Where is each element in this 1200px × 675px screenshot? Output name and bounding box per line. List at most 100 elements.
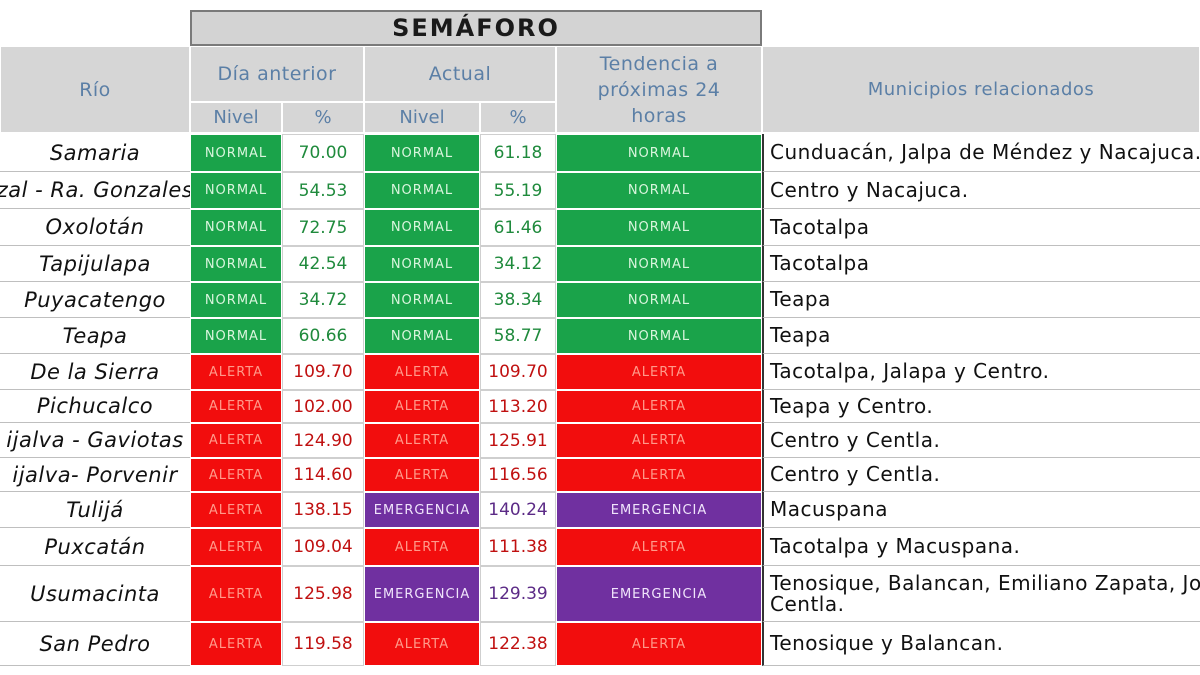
curr-level-badge: NORMAL <box>364 209 480 246</box>
municipios-cell: Centro y Nacajuca. <box>762 172 1200 209</box>
curr-level-badge: ALERTA <box>364 423 480 458</box>
nivel-header-curr: Nivel <box>364 102 480 133</box>
prev-level-badge: NORMAL <box>190 134 282 172</box>
trend-badge: ALERTA <box>556 458 762 492</box>
trend-badge: ALERTA <box>556 622 762 666</box>
river-name: Puxcatán <box>0 528 190 566</box>
river-name: Tulijá <box>0 492 190 528</box>
curr-level-badge: EMERGENCIA <box>364 492 480 528</box>
prev-level-badge: NORMAL <box>190 209 282 246</box>
nivel-header-prev: Nivel <box>190 102 282 133</box>
prev-level-badge: ALERTA <box>190 423 282 458</box>
municipios-cell: Teapa <box>762 318 1200 354</box>
curr-level-badge: ALERTA <box>364 458 480 492</box>
river-name: Teapa <box>0 318 190 354</box>
trend-badge: ALERTA <box>556 528 762 566</box>
curr-level-badge: NORMAL <box>364 134 480 172</box>
municipios-cell: Tenosique, Balancan, Emiliano Zapata, Jo… <box>762 566 1200 622</box>
curr-pct-value: 38.34 <box>480 282 556 318</box>
prev-pct-value: 138.15 <box>282 492 364 528</box>
prev-level-badge: ALERTA <box>190 528 282 566</box>
tendencia-header: Tendencia a próximas 24 horas <box>556 46 762 133</box>
municipios-header: Municipios relacionados <box>762 46 1200 133</box>
river-name: San Pedro <box>0 622 190 666</box>
actual-header: Actual <box>364 46 556 102</box>
pct-header-curr: % <box>480 102 556 133</box>
prev-pct-value: 109.04 <box>282 528 364 566</box>
municipios-cell: Centro y Centla. <box>762 458 1200 492</box>
curr-pct-value: 58.77 <box>480 318 556 354</box>
prev-level-badge: ALERTA <box>190 354 282 390</box>
curr-level-badge: ALERTA <box>364 622 480 666</box>
prev-level-badge: ALERTA <box>190 390 282 423</box>
river-name: zal - Ra. Gonzales <box>0 172 190 209</box>
trend-badge: NORMAL <box>556 318 762 354</box>
trend-badge: ALERTA <box>556 354 762 390</box>
river-name: ijalva - Gaviotas <box>0 423 190 458</box>
curr-level-badge: NORMAL <box>364 246 480 282</box>
river-name: Puyacatengo <box>0 282 190 318</box>
municipios-cell: Tacotalpa, Jalapa y Centro. <box>762 354 1200 390</box>
trend-badge: NORMAL <box>556 134 762 172</box>
prev-pct-value: 60.66 <box>282 318 364 354</box>
prev-level-badge: ALERTA <box>190 566 282 622</box>
municipios-cell: Teapa y Centro. <box>762 390 1200 423</box>
prev-pct-value: 102.00 <box>282 390 364 423</box>
municipios-cell: Cunduacán, Jalpa de Méndez y Nacajuca. <box>762 134 1200 172</box>
river-name: ijalva- Porvenir <box>0 458 190 492</box>
prev-level-badge: NORMAL <box>190 318 282 354</box>
curr-pct-value: 122.38 <box>480 622 556 666</box>
prev-pct-value: 124.90 <box>282 423 364 458</box>
semaforo-header: SEMÁFORO <box>190 10 762 46</box>
dia-anterior-header: Día anterior <box>190 46 364 102</box>
municipios-cell: Tacotalpa <box>762 209 1200 246</box>
rio-header: Río <box>0 46 190 133</box>
prev-level-badge: ALERTA <box>190 492 282 528</box>
curr-level-badge: ALERTA <box>364 354 480 390</box>
curr-pct-value: 116.56 <box>480 458 556 492</box>
curr-pct-value: 129.39 <box>480 566 556 622</box>
prev-pct-value: 70.00 <box>282 134 364 172</box>
river-name: De la Sierra <box>0 354 190 390</box>
prev-level-badge: NORMAL <box>190 282 282 318</box>
curr-pct-value: 125.91 <box>480 423 556 458</box>
municipios-cell: Teapa <box>762 282 1200 318</box>
municipios-cell: Macuspana <box>762 492 1200 528</box>
curr-pct-value: 61.46 <box>480 209 556 246</box>
prev-level-badge: NORMAL <box>190 246 282 282</box>
trend-badge: ALERTA <box>556 390 762 423</box>
prev-pct-value: 54.53 <box>282 172 364 209</box>
pct-header-prev: % <box>282 102 364 133</box>
curr-level-badge: NORMAL <box>364 172 480 209</box>
municipios-cell: Tacotalpa <box>762 246 1200 282</box>
municipios-cell: Centro y Centla. <box>762 423 1200 458</box>
trend-badge: NORMAL <box>556 209 762 246</box>
prev-level-badge: ALERTA <box>190 458 282 492</box>
prev-pct-value: 42.54 <box>282 246 364 282</box>
curr-pct-value: 61.18 <box>480 134 556 172</box>
municipios-cell: Tacotalpa y Macuspana. <box>762 528 1200 566</box>
prev-pct-value: 125.98 <box>282 566 364 622</box>
curr-level-badge: ALERTA <box>364 390 480 423</box>
trend-badge: EMERGENCIA <box>556 566 762 622</box>
municipios-cell: Tenosique y Balancan. <box>762 622 1200 666</box>
river-name: Samaria <box>0 134 190 172</box>
river-name: Oxolotán <box>0 209 190 246</box>
curr-pct-value: 109.70 <box>480 354 556 390</box>
curr-pct-value: 55.19 <box>480 172 556 209</box>
curr-pct-value: 111.38 <box>480 528 556 566</box>
prev-pct-value: 114.60 <box>282 458 364 492</box>
curr-pct-value: 140.24 <box>480 492 556 528</box>
curr-level-badge: NORMAL <box>364 282 480 318</box>
trend-badge: EMERGENCIA <box>556 492 762 528</box>
curr-pct-value: 34.12 <box>480 246 556 282</box>
river-name: Usumacinta <box>0 566 190 622</box>
prev-pct-value: 34.72 <box>282 282 364 318</box>
trend-badge: NORMAL <box>556 282 762 318</box>
trend-badge: ALERTA <box>556 423 762 458</box>
trend-badge: NORMAL <box>556 246 762 282</box>
prev-pct-value: 109.70 <box>282 354 364 390</box>
curr-level-badge: ALERTA <box>364 528 480 566</box>
prev-pct-value: 119.58 <box>282 622 364 666</box>
curr-level-badge: NORMAL <box>364 318 480 354</box>
